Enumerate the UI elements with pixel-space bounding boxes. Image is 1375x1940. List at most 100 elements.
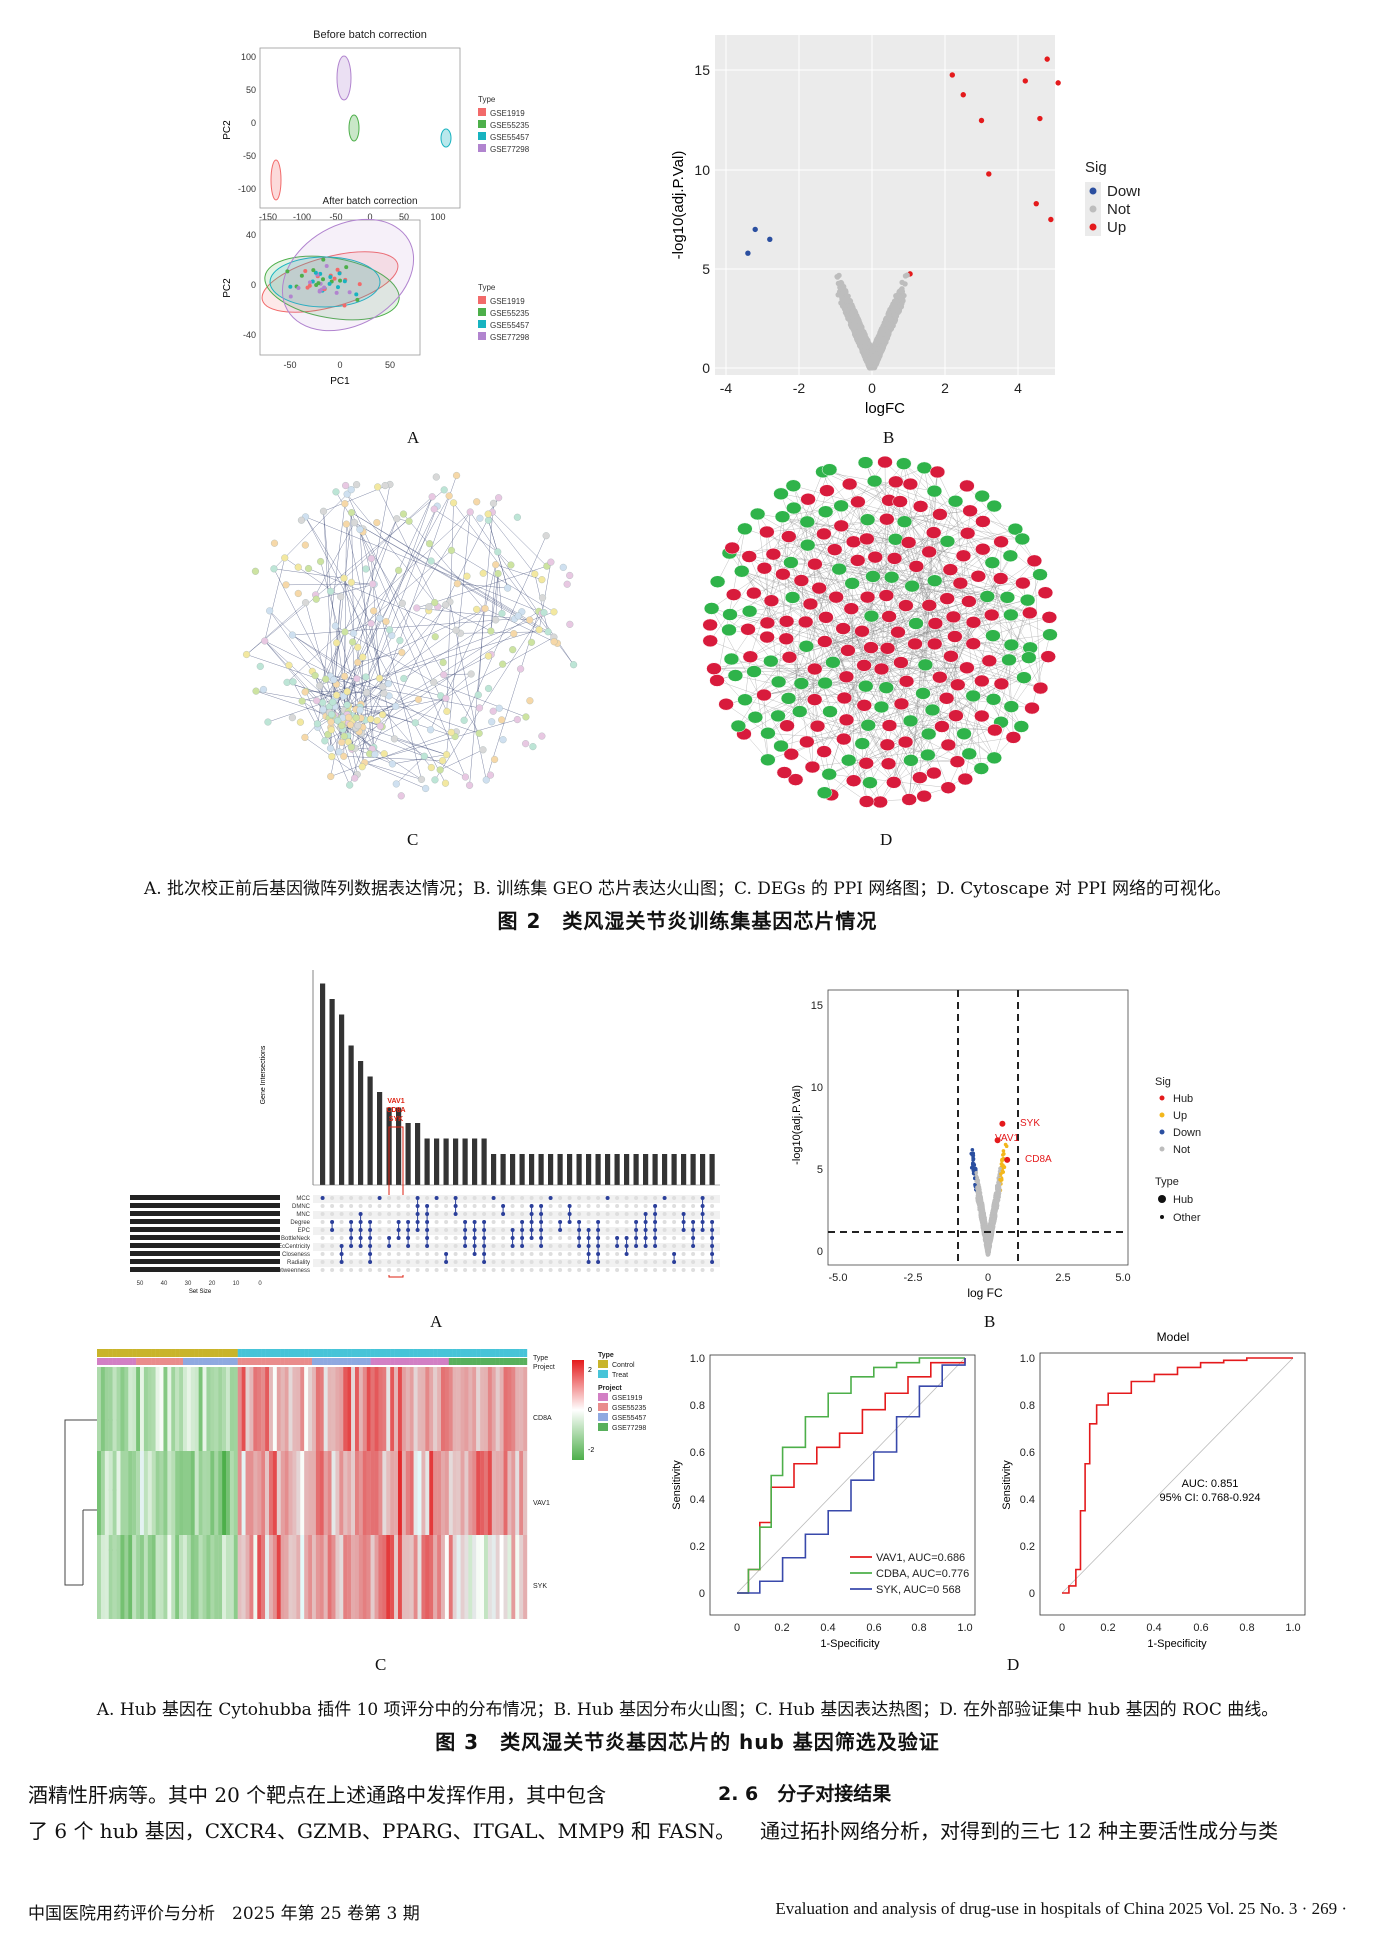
data-point xyxy=(988,1244,992,1248)
edge xyxy=(881,616,954,708)
legend-item: Other xyxy=(1173,1212,1201,1224)
project-annotation xyxy=(151,1358,156,1365)
node xyxy=(1021,651,1037,664)
edge xyxy=(899,501,992,616)
node xyxy=(901,793,917,806)
project-annotation xyxy=(140,1358,145,1365)
matrix-dot xyxy=(320,1236,325,1240)
edge xyxy=(744,532,934,700)
legend-item: Up xyxy=(1173,1110,1187,1122)
matrix-dot xyxy=(434,1260,439,1264)
node xyxy=(392,780,400,788)
matrix-dot xyxy=(605,1260,610,1264)
node xyxy=(865,570,881,583)
matrix-dot xyxy=(558,1268,563,1272)
set-label: MCC xyxy=(296,1196,310,1202)
tick: 30 xyxy=(185,1281,192,1287)
matrix-dot xyxy=(605,1252,610,1256)
node xyxy=(261,637,269,645)
node xyxy=(535,626,543,634)
node xyxy=(399,510,408,518)
node xyxy=(727,669,744,682)
matrix-dot xyxy=(339,1228,344,1232)
matrix-dot xyxy=(415,1244,420,1248)
matrix-dot xyxy=(691,1212,696,1216)
node xyxy=(721,623,737,637)
node xyxy=(400,674,408,683)
data-point xyxy=(986,1237,990,1242)
heat-cell xyxy=(116,1535,121,1619)
tick: 0 xyxy=(251,280,256,290)
matrix-dot xyxy=(501,1268,506,1272)
node xyxy=(431,633,439,641)
node xyxy=(301,733,309,741)
matrix-dot xyxy=(358,1252,363,1256)
matrix-dot xyxy=(700,1244,705,1248)
node xyxy=(817,635,833,648)
data-point xyxy=(886,309,892,316)
fig2c-ppi-network xyxy=(243,471,578,800)
node xyxy=(461,773,469,781)
node xyxy=(540,609,548,617)
edge xyxy=(487,513,535,575)
data-point xyxy=(303,268,308,273)
fig2d-cytoscape-network xyxy=(702,455,1058,809)
edge xyxy=(317,503,346,728)
edge xyxy=(782,516,1010,661)
type-annotation xyxy=(100,1349,106,1357)
node xyxy=(702,618,718,632)
type-annotation xyxy=(112,1349,117,1357)
matrix-dot xyxy=(567,1196,572,1200)
edge xyxy=(948,510,971,745)
heat-cell xyxy=(104,1367,109,1451)
node xyxy=(807,557,823,571)
node xyxy=(311,672,319,680)
node xyxy=(294,563,302,571)
matrix-dot xyxy=(691,1252,696,1256)
node xyxy=(737,693,753,706)
matrix-dot xyxy=(491,1244,496,1248)
edge xyxy=(766,531,768,623)
node xyxy=(484,516,493,524)
node xyxy=(327,587,335,595)
data-point xyxy=(834,274,841,280)
edge xyxy=(750,656,854,781)
node xyxy=(417,775,426,783)
matrix-dot xyxy=(377,1228,382,1232)
legend-item: Down xyxy=(1107,183,1140,200)
tick: 2 xyxy=(941,380,949,396)
heat-cell xyxy=(155,1451,160,1535)
edge xyxy=(364,762,422,780)
data-point xyxy=(288,294,293,299)
node xyxy=(773,739,789,753)
node xyxy=(783,556,799,569)
matrix-dot xyxy=(434,1244,439,1248)
node xyxy=(466,781,474,789)
node xyxy=(747,710,764,724)
data-point xyxy=(840,287,846,294)
node xyxy=(787,773,804,786)
edge xyxy=(716,600,772,681)
node xyxy=(959,479,975,493)
matrix-dot xyxy=(396,1260,401,1264)
node xyxy=(957,772,974,786)
node xyxy=(327,726,335,734)
node xyxy=(473,605,481,613)
node xyxy=(440,671,448,679)
matrix-dot xyxy=(548,1268,553,1272)
node xyxy=(473,498,481,506)
edge xyxy=(286,511,471,683)
bar xyxy=(462,1138,468,1185)
node xyxy=(425,603,433,611)
data-point xyxy=(886,330,892,337)
edge xyxy=(333,679,480,709)
matrix-dot xyxy=(710,1268,715,1272)
data-point xyxy=(1044,56,1050,62)
data-point xyxy=(1055,80,1061,86)
node xyxy=(888,475,904,489)
data-point xyxy=(852,312,858,318)
highlight-label: VAV1 xyxy=(387,1098,404,1105)
matrix-dot xyxy=(425,1252,430,1256)
edge xyxy=(946,698,995,731)
bar xyxy=(643,1154,649,1185)
